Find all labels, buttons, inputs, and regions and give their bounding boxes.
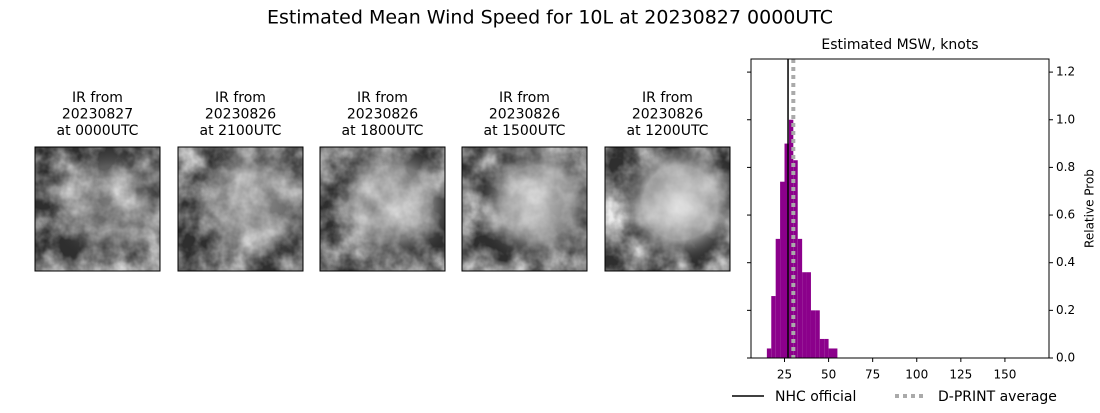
panel-caption: IR from: [215, 90, 266, 106]
panel-caption: at 1500UTC: [484, 123, 566, 139]
y-tick-label: 1.2: [1056, 65, 1075, 79]
legend-label: NHC official: [775, 389, 856, 405]
ir-core: [605, 147, 730, 271]
y-tick-label: 0.4: [1056, 255, 1075, 269]
y-tick-label: 1.0: [1056, 112, 1075, 126]
bar: [819, 338, 825, 358]
panel-caption: 20230826: [489, 107, 560, 123]
y-tick-label: 0.0: [1056, 351, 1075, 365]
ir-core: [178, 147, 303, 271]
plot-frame: [750, 58, 1050, 359]
bar: [802, 272, 807, 358]
figure-title: Estimated Mean Wind Speed for 10L at 202…: [267, 7, 833, 29]
panel-caption: 20230826: [347, 107, 418, 123]
ir-frame: [604, 146, 731, 272]
bar: [824, 338, 829, 358]
y-tick-label: 0.6: [1056, 208, 1075, 222]
ir-frame: [34, 146, 161, 272]
y-axis-label: Relative Prob: [1083, 169, 1097, 248]
ir-core: [35, 147, 160, 271]
panel-caption: IR from: [499, 90, 550, 106]
ir-frame: [177, 146, 304, 272]
ir-frame: [319, 146, 446, 272]
bar: [775, 238, 781, 358]
panel-caption: IR from: [642, 90, 693, 106]
panel-caption: 20230827: [62, 107, 133, 123]
panel-caption: IR from: [357, 90, 408, 106]
panel-caption: at 2100UTC: [200, 123, 282, 139]
bar: [771, 296, 776, 358]
ir-core: [320, 147, 445, 271]
x-tick-label: 150: [993, 368, 1016, 382]
bar: [815, 310, 820, 358]
panel-caption: at 1200UTC: [627, 123, 709, 139]
y-tick-label: 0.8: [1056, 160, 1075, 174]
x-tick-label: 50: [821, 368, 836, 382]
x-tick-label: 100: [905, 368, 928, 382]
bar: [784, 143, 789, 358]
ir-core: [462, 147, 587, 271]
bar: [832, 348, 838, 358]
panel-caption: IR from: [72, 90, 123, 106]
bar: [806, 272, 811, 358]
bar: [828, 348, 833, 358]
panel-caption: at 1800UTC: [342, 123, 424, 139]
histogram-chart: Estimated MSW, knots NHC official D-PRINT …: [732, 37, 1097, 405]
bar: [797, 238, 803, 358]
x-tick-label: 25: [777, 368, 792, 382]
panel-caption: at 0000UTC: [57, 123, 139, 139]
panel-caption: 20230826: [205, 107, 276, 123]
legend-label: D-PRINT average: [938, 389, 1057, 405]
chart-title: Estimated MSW, knots: [821, 37, 978, 53]
x-tick-label: 125: [949, 368, 972, 382]
bar: [788, 119, 794, 358]
x-tick-label: 75: [865, 368, 880, 382]
bar: [793, 160, 798, 358]
panel-caption: 20230826: [632, 107, 703, 123]
bar: [766, 348, 772, 358]
bar: [780, 181, 785, 358]
bar: [810, 310, 816, 358]
y-tick-label: 0.2: [1056, 303, 1075, 317]
ir-frame: [461, 146, 588, 272]
